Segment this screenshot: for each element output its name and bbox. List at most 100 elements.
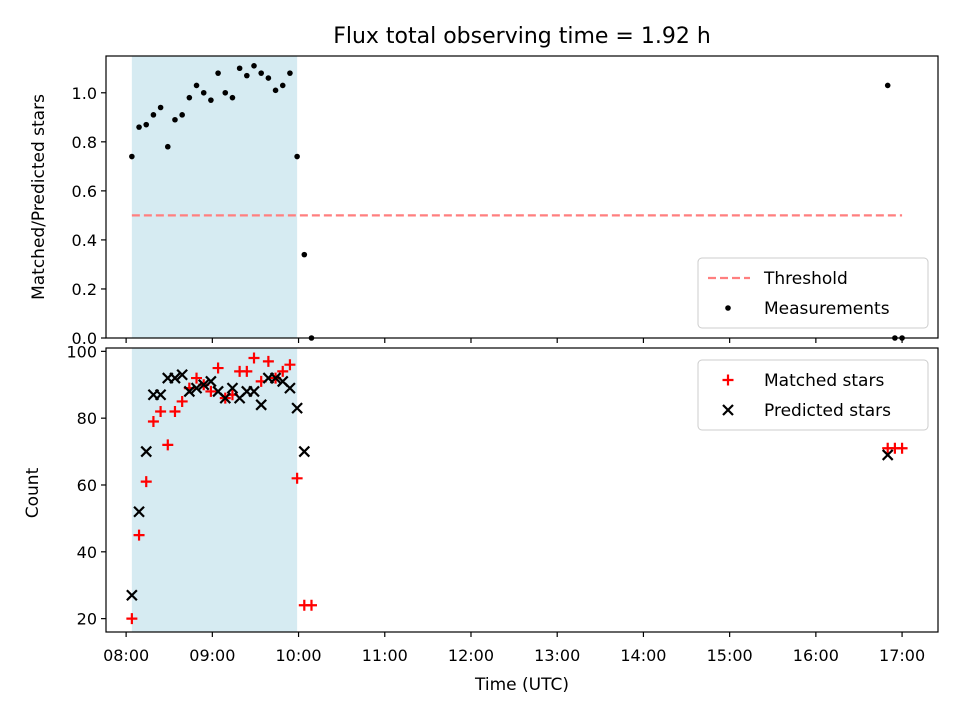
bottom-plus-point-8: [176, 395, 188, 407]
top-dot-point-7: [172, 116, 178, 123]
bottom-y-axis-label: Count: [23, 467, 43, 518]
bottom-x-point-10: [190, 382, 203, 394]
top-highlight-span: [131, 56, 298, 338]
top-dot-point-13: [215, 70, 221, 76]
top-series-1: [129, 63, 905, 341]
bottom-axes-frame: [105, 347, 939, 633]
x-axis-label: Time (UTC): [474, 675, 569, 695]
x-tick-label: 08:00: [103, 646, 149, 665]
bottom-plus-point-29: [896, 442, 908, 454]
top-legend-label-2: Measurements: [764, 299, 890, 319]
bottom-x-point-8: [176, 368, 188, 381]
top-legend-label-1: Threshold: [763, 269, 848, 289]
top-dot-point-8: [179, 112, 185, 118]
top-dot-point-6: [164, 143, 171, 150]
bottom-x-point-21: [269, 372, 282, 384]
bottom-x-point-3: [140, 445, 153, 458]
bottom-plus-point-2: [133, 529, 145, 541]
x-tick-label: 17:00: [879, 646, 925, 665]
bottom-x-point-12: [205, 375, 217, 388]
bottom-plus-point-7: [169, 405, 181, 417]
top-dot-point-12: [208, 97, 214, 103]
bottom-x-point-23: [284, 382, 296, 394]
bottom-plus-point-6: [162, 439, 174, 451]
top-dot-point-16: [236, 65, 243, 72]
bottom-legend-box: [697, 359, 929, 431]
bottom-x-point-14: [219, 392, 232, 404]
bottom-plus-point-22: [277, 365, 289, 377]
bottom-x-point-18: [248, 385, 260, 398]
bottom-plus-point-18: [248, 352, 260, 364]
top-dot-point-22: [279, 82, 286, 89]
x-tick-label: 14:00: [620, 646, 666, 665]
top-legend-box: [697, 257, 929, 329]
top-dot-point-3: [143, 121, 150, 128]
bottom-y-tick-label: 60: [77, 476, 97, 495]
x-tick-label: 10:00: [275, 646, 321, 665]
top-y-tick-label: 0.4: [72, 231, 97, 250]
bottom-x-point-2: [133, 505, 145, 518]
top-dot-point-18: [251, 63, 257, 69]
bottom-plus-point-17: [241, 365, 253, 377]
top-dot-point-17: [244, 72, 250, 79]
top-dot-point-5: [157, 104, 164, 111]
x-tick-label: 13:00: [534, 646, 580, 665]
top-dot-point-11: [200, 89, 207, 96]
bottom-plus-point-3: [140, 476, 152, 488]
bottom-plus-point-10: [191, 372, 203, 384]
bottom-legend-label-2: Predicted stars: [764, 401, 891, 421]
legend-measurements-swatch: [725, 305, 731, 311]
top-panel: 0.0 0.2 0.4 0.6 0.8 1.0 Threshold Measurements: [72, 55, 939, 348]
x-tick-label: 11:00: [362, 646, 408, 665]
bottom-plus-point-24: [291, 472, 303, 484]
bottom-y-tick-label: 40: [77, 543, 97, 562]
bottom-plus-point-26: [305, 599, 317, 611]
bottom-plus-point-4: [147, 416, 159, 428]
top-dot-point-10: [193, 82, 200, 89]
top-dot-point-21: [272, 87, 279, 94]
bottom-plus-point-1: [126, 613, 138, 625]
bottom-x-point-7: [169, 372, 181, 384]
bottom-plus-point-13: [212, 362, 224, 374]
bottom-x-point-24: [291, 402, 303, 414]
bottom-x-point-25: [298, 445, 311, 458]
top-dot-point-20: [265, 75, 272, 81]
bottom-legend: Matched stars Predicted stars: [697, 359, 929, 431]
top-y-tick-label: 0.6: [72, 182, 97, 201]
bottom-y-tick-label: 20: [77, 610, 97, 629]
bottom-plus-point-23: [284, 359, 296, 371]
bottom-x-point-19: [255, 399, 267, 411]
bottom-plus-point-5: [155, 405, 167, 417]
top-dot-point-27: [884, 82, 891, 89]
bottom-series-1: [126, 352, 908, 625]
top-dot-point-24: [294, 153, 300, 160]
figure-title: Flux total observing time = 1.92 h: [333, 24, 711, 49]
top-y-tick-label: 1.0: [72, 84, 97, 103]
top-axes-frame: [105, 55, 939, 339]
x-tick-label: 12:00: [448, 646, 494, 665]
bottom-panel: 20 40 60 80 100 08:00 09:00 10:00 11:00 12:00 13:0…: [66, 342, 939, 665]
bottom-x-point-5: [154, 388, 167, 401]
bottom-y-tick-label: 80: [77, 409, 97, 428]
top-dot-point-19: [258, 70, 264, 76]
bottom-x-point-9: [183, 385, 196, 398]
bottom-plus-point-12: [205, 385, 217, 397]
top-dot-point-23: [287, 70, 293, 76]
top-y-tick-label: 0.0: [72, 329, 97, 348]
bottom-plus-point-20: [262, 355, 274, 367]
top-legend: Threshold Measurements: [697, 257, 929, 329]
top-y-tick-label: 0.2: [72, 280, 97, 299]
top-y-tick-label: 0.8: [72, 133, 97, 152]
legend-matched-swatch: [722, 374, 734, 386]
top-dot-point-1: [129, 153, 135, 160]
bottom-series-2: [126, 368, 894, 602]
top-y-axis-label: Matched/Predicted stars: [29, 94, 49, 300]
bottom-legend-label-1: Matched stars: [764, 371, 884, 391]
legend-predicted-swatch: [722, 404, 734, 416]
bottom-x-point-26: [881, 449, 894, 461]
top-dot-point-25: [301, 251, 308, 258]
top-dot-point-14: [222, 89, 229, 96]
bottom-x-point-11: [197, 378, 210, 391]
x-tick-label: 09:00: [189, 646, 235, 665]
